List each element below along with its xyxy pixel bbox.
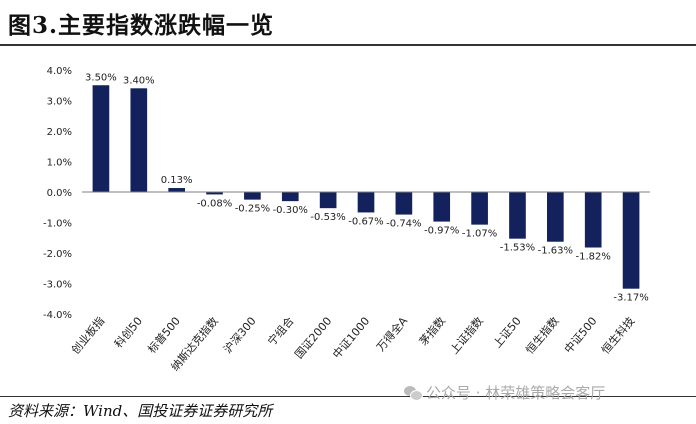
x-tick-label: 创业板指 [68, 314, 107, 357]
bar [206, 192, 223, 195]
y-tick-label: -1.0% [43, 219, 72, 230]
data-label: -1.63% [538, 246, 573, 257]
y-tick-label: 1.0% [47, 158, 72, 169]
x-tick-label: 上证50 [491, 315, 524, 351]
watermark-text: 公众号 · 林荣雄策略会客厅 [426, 384, 606, 402]
bar [319, 192, 337, 209]
bar [509, 192, 526, 239]
data-label: -0.67% [348, 216, 383, 227]
bars [92, 85, 640, 289]
y-tick-label: -4.0% [43, 310, 72, 321]
bar [622, 192, 640, 289]
data-label: 3.50% [85, 72, 117, 83]
wechat-icon [404, 385, 423, 401]
y-axis-ticks: 4.0% 3.0% 2.0% 1.0% 0.0% -1.0% -2.0% -3.0% -4.0% [43, 66, 72, 321]
data-label: -0.53% [310, 212, 345, 223]
data-label: -0.25% [235, 204, 270, 215]
x-tick-label: 中证500 [562, 315, 600, 356]
y-tick-label: -2.0% [43, 249, 72, 260]
data-label: -1.07% [462, 229, 497, 240]
bar [433, 192, 451, 222]
title-divider [0, 44, 696, 46]
x-tick-label: 万得全A [373, 314, 410, 354]
data-label: -0.97% [424, 226, 459, 237]
bar-chart: 4.0% 3.0% 2.0% 1.0% 0.0% -1.0% -2.0% -3.0% -4.0%… [43, 66, 650, 374]
data-label: -0.08% [197, 198, 232, 209]
y-tick-label: 4.0% [47, 66, 72, 77]
data-labels: 3.50% 3.40%0.13%-0.08% -0.25% -0.30%-0.53% -… [85, 72, 649, 303]
footer-divider [0, 396, 696, 397]
x-tick-label: 上证指数 [447, 314, 486, 357]
page-title: 图3.主要指数涨跌幅一览 [8, 12, 275, 39]
x-tick-label: 宁组合 [265, 314, 297, 348]
x-tick-label: 国证2000 [292, 315, 334, 362]
bar [244, 192, 261, 200]
x-tick-label: 茅指数 [416, 314, 448, 348]
x-tick-label: 恒生科技 [598, 314, 637, 357]
y-tick-label: 0.0% [47, 188, 72, 199]
x-tick-label: 恒生指数 [523, 314, 562, 357]
bar [281, 192, 299, 202]
data-label: -0.30% [273, 205, 308, 216]
y-tick-label: 2.0% [47, 127, 72, 138]
x-tick-label: 中证1000 [330, 315, 372, 362]
bar [168, 188, 185, 192]
y-tick-label: -3.0% [43, 280, 72, 291]
source-note: 资料来源：Wind、国投证券证券研究所 [8, 402, 273, 420]
bar [395, 192, 413, 215]
bar [92, 85, 110, 192]
bar [584, 192, 602, 248]
y-tick-label: 3.0% [47, 97, 72, 108]
x-tick-label: 科创50 [111, 314, 145, 351]
data-label: 0.13% [161, 175, 193, 186]
data-label: -0.74% [386, 219, 421, 230]
data-label: -1.82% [576, 252, 611, 263]
x-tick-label: 标普500 [145, 314, 183, 356]
data-label: -3.17% [613, 293, 648, 304]
bar [357, 192, 375, 213]
data-label: -1.53% [500, 243, 535, 254]
data-label: 3.40% [123, 75, 155, 86]
bar [130, 88, 148, 192]
bar [471, 192, 488, 225]
watermark: 公众号 · 林荣雄策略会客厅 [404, 382, 605, 403]
x-tick-label: 沪深300 [220, 314, 258, 356]
bar [547, 192, 564, 242]
